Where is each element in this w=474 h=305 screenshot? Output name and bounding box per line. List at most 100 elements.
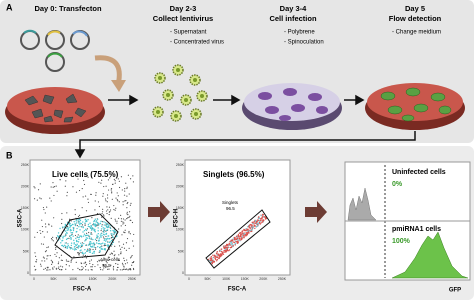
dot [40,198,42,200]
curved-arrow-head [111,80,126,92]
dot [61,222,63,225]
dot [117,178,119,180]
dot [103,224,105,226]
dot [55,247,57,249]
dot [107,235,109,237]
dot [41,225,44,228]
dot [87,201,90,204]
dot [68,226,70,228]
dot [88,236,91,238]
dot [52,240,54,242]
dot [241,230,244,232]
dot [47,267,49,269]
step-item: - Polybrene [284,30,315,36]
dot [70,236,72,239]
dot [233,241,235,243]
dot [94,248,97,250]
dot [109,258,111,261]
dot [126,218,128,220]
dot [110,252,113,254]
histogram-uninfected [347,187,377,221]
dot [106,222,108,225]
dot [93,224,95,226]
dot [89,233,92,235]
dot [55,237,58,239]
dot [57,267,59,269]
dot [61,266,64,268]
dot [126,211,128,213]
dot [77,247,79,249]
dot [112,269,115,271]
dot [40,243,43,245]
dot [246,234,248,236]
dot [53,194,55,197]
dot [76,227,78,230]
x-tick-label: 0 [33,277,35,281]
dot [241,232,243,234]
dot [90,237,93,239]
dot [61,259,63,262]
dot [104,248,106,250]
dot [123,260,126,262]
dot [78,253,80,255]
dot [89,248,92,250]
dot [127,201,129,204]
dot [246,229,248,231]
dot [131,261,134,264]
dot [128,230,130,233]
x-label: FSC-A [73,287,92,293]
dot [75,261,77,263]
step-title: Day 2-3 [170,4,197,13]
dot [260,214,263,217]
dot [50,259,52,261]
dot [261,216,264,218]
x-tick-label: 100K [69,277,78,281]
dot [120,225,122,227]
dot [62,237,64,239]
dot [72,269,74,271]
dot [97,232,100,235]
dot [66,191,68,193]
dot [105,229,108,232]
dot [90,226,93,228]
dot [55,268,58,270]
dot [122,221,124,223]
dot [225,251,228,253]
dot [84,261,86,263]
dot [100,220,102,223]
dot [214,257,216,260]
dot [121,246,123,248]
dot [77,219,80,221]
dot [64,224,67,226]
dot [76,240,78,243]
dot [129,204,131,206]
dot [99,234,102,236]
dot [76,243,78,245]
dot [90,266,92,268]
dot [86,234,88,237]
dot [230,246,233,248]
dot [76,230,78,233]
dot [105,210,108,212]
dot [215,252,218,255]
dot [108,206,111,208]
dot [259,218,262,220]
dot [103,230,105,232]
dot [111,198,113,200]
dot [93,246,95,248]
dot [69,248,72,250]
dot [111,192,113,194]
dot [33,186,35,188]
panel-label: A [6,2,13,12]
dot [120,220,123,222]
dot [103,237,105,239]
dot [69,224,72,227]
dot [93,228,95,230]
y-label: FSC-H [174,209,180,227]
dot [127,217,129,219]
dot [41,260,43,262]
dot [77,234,79,236]
dot [89,262,91,265]
dot [110,237,113,239]
dot [93,229,95,232]
